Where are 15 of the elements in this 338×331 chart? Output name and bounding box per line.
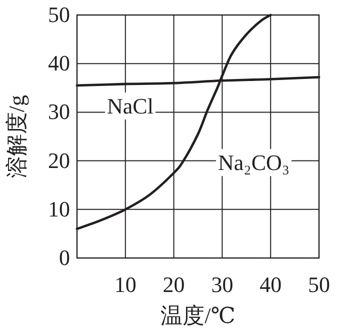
x-tick-label: 40	[260, 272, 282, 297]
x-tick-label: 20	[162, 272, 185, 297]
series-label: Na₂CO₃	[218, 150, 290, 176]
y-tick-label: 0	[59, 245, 70, 270]
y-tick-label: 10	[48, 196, 70, 222]
y-tick-label: 20	[48, 148, 70, 173]
x-axis-title: 温度/℃	[160, 303, 236, 328]
y-tick-label: 40	[48, 50, 70, 76]
x-tick-label: 50	[308, 272, 330, 297]
y-tick-label: 50	[48, 2, 70, 27]
x-tick-label: 30	[211, 272, 234, 297]
y-tick-label: 30	[48, 99, 70, 124]
x-tick-label: 10	[114, 272, 136, 297]
y-axis-title: 溶解度/g	[4, 94, 29, 178]
series-label: NaCl	[107, 93, 154, 118]
